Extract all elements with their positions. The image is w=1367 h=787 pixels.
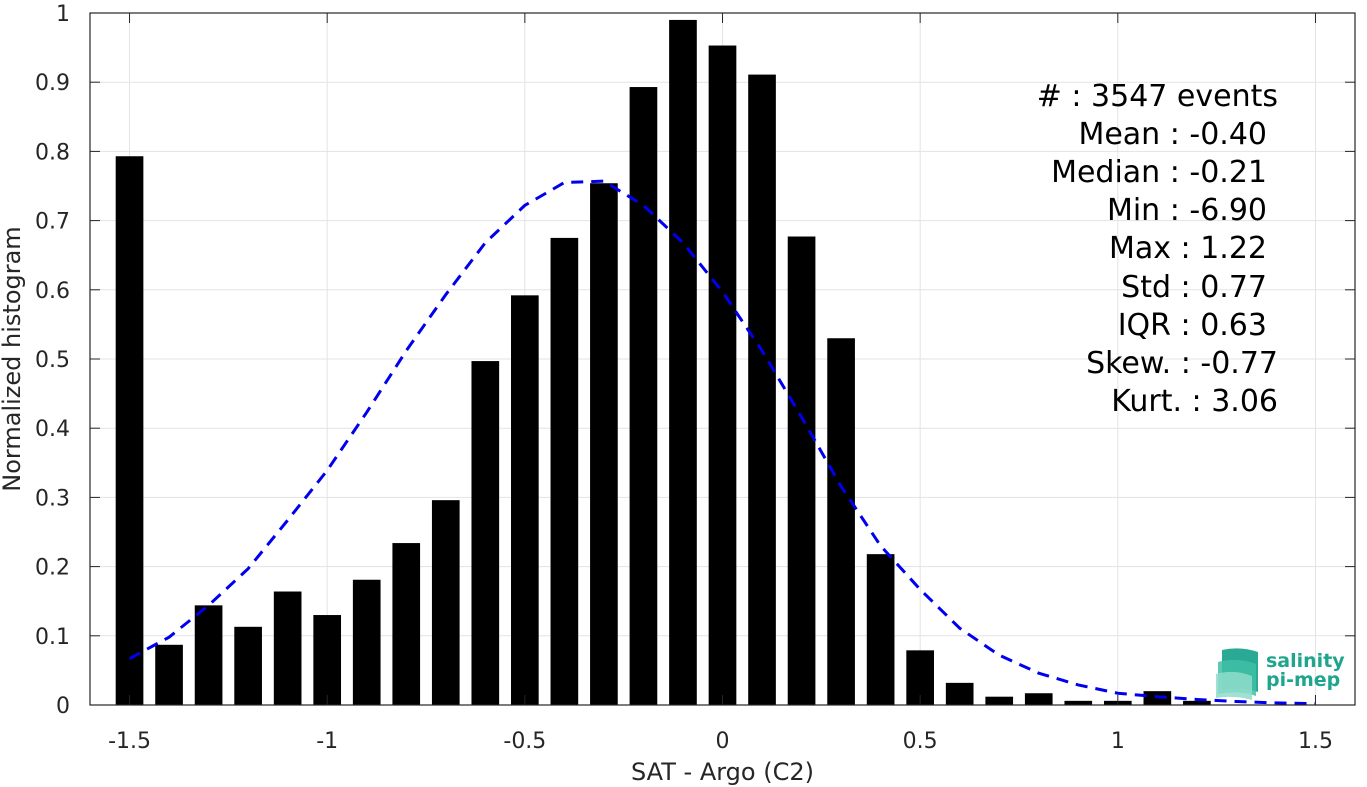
histogram-bar bbox=[471, 361, 500, 705]
y-tick-label: 0.7 bbox=[35, 210, 70, 235]
stat-min: Min : -6.90 bbox=[1107, 193, 1267, 228]
histogram-bar bbox=[748, 74, 776, 705]
histogram-bar bbox=[313, 615, 342, 705]
histogram-bar bbox=[669, 19, 697, 706]
histogram-bar bbox=[827, 338, 855, 705]
y-tick-labels: 0 0.1 0.2 0.3 0.4 0.5 0.6 0.7 0.8 0.9 1 bbox=[35, 2, 70, 719]
stat-std: Std : 0.77 bbox=[1121, 270, 1267, 305]
histogram-bar bbox=[194, 605, 223, 705]
y-tick-label: 1 bbox=[56, 2, 70, 27]
histogram-bar bbox=[115, 156, 144, 705]
histogram-bar bbox=[431, 500, 460, 705]
x-tick-label: 1.5 bbox=[1298, 729, 1333, 754]
x-tick-label: 1 bbox=[1111, 729, 1125, 754]
wave-logo-icon bbox=[1216, 648, 1258, 700]
normal-fit-curve bbox=[128, 179, 1316, 706]
histogram-bar bbox=[273, 591, 302, 705]
x-tick-label: 0 bbox=[716, 729, 730, 754]
histogram-bar bbox=[1183, 700, 1211, 705]
x-tick-label: -1.5 bbox=[108, 729, 151, 754]
histogram-bar bbox=[590, 183, 618, 705]
x-tick-label: 0.5 bbox=[903, 729, 938, 754]
logo-line-2: pi-mep bbox=[1266, 669, 1340, 691]
y-tick-label: 0.2 bbox=[35, 556, 70, 581]
histogram-bar bbox=[629, 87, 658, 705]
histogram-bar bbox=[511, 295, 539, 705]
y-tick-label: 0.6 bbox=[35, 279, 70, 304]
stat-count: # : 3547 events bbox=[1037, 79, 1278, 114]
logo-line-1: salinity bbox=[1266, 650, 1345, 672]
x-tick-label: -0.5 bbox=[503, 729, 546, 754]
stat-kurtosis: Kurt. : 3.06 bbox=[1111, 384, 1278, 419]
histogram-bar bbox=[392, 543, 421, 705]
y-tick-label: 0.5 bbox=[35, 348, 70, 373]
salinity-pi-mep-logo: salinity pi-mep bbox=[1216, 648, 1345, 700]
stat-median: Median : -0.21 bbox=[1051, 155, 1267, 190]
x-axis-label: SAT - Argo (C2) bbox=[631, 758, 814, 786]
y-tick-label: 0 bbox=[56, 694, 70, 719]
histogram-bar bbox=[787, 236, 816, 706]
stat-iqr: IQR : 0.63 bbox=[1118, 308, 1267, 343]
stat-mean: Mean : -0.40 bbox=[1078, 117, 1267, 152]
histogram-bars bbox=[115, 19, 1211, 706]
histogram-bar bbox=[945, 682, 974, 705]
stats-box: # : 3547 events Mean : -0.40 Median : -0… bbox=[1037, 79, 1278, 419]
histogram-bar bbox=[155, 644, 183, 705]
y-axis-label: Normalized histogram bbox=[0, 226, 26, 491]
histogram-bar bbox=[550, 237, 579, 705]
histogram-bar bbox=[866, 554, 895, 705]
histogram-bar bbox=[1064, 700, 1093, 705]
histogram-bar bbox=[708, 45, 737, 706]
stat-skewness: Skew. : -0.77 bbox=[1086, 346, 1278, 381]
histogram-bar bbox=[985, 696, 1014, 705]
stat-max: Max : 1.22 bbox=[1109, 231, 1267, 266]
histogram-bar bbox=[234, 626, 262, 705]
histogram-bar bbox=[1024, 693, 1053, 705]
y-tick-label: 0.8 bbox=[35, 140, 70, 165]
y-tick-label: 0.3 bbox=[35, 486, 70, 511]
x-tick-labels: -1.5 -1 -0.5 0 0.5 1 1.5 bbox=[108, 729, 1333, 754]
axis-ticks bbox=[90, 12, 1355, 706]
y-tick-label: 0.9 bbox=[35, 71, 70, 96]
y-tick-label: 0.1 bbox=[35, 625, 70, 650]
y-tick-label: 0.4 bbox=[35, 417, 70, 442]
x-tick-label: -1 bbox=[316, 729, 338, 754]
histogram-bar bbox=[352, 579, 381, 705]
